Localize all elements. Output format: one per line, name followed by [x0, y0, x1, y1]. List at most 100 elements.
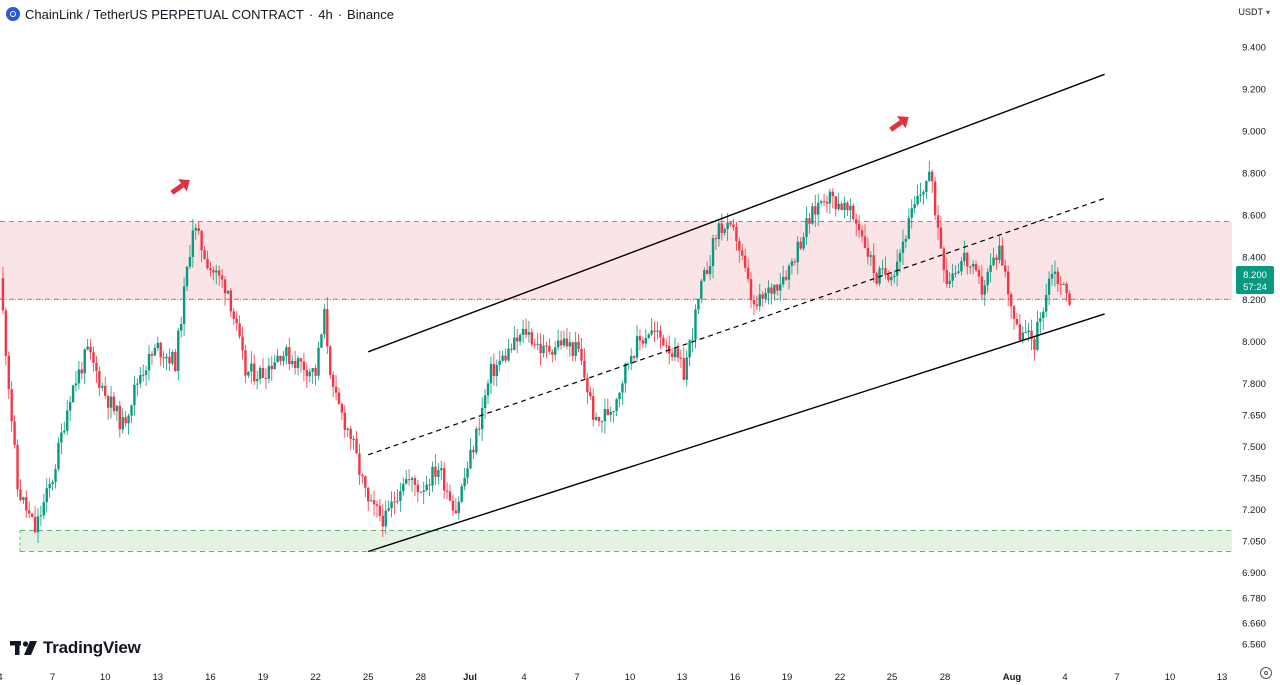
candle-body [527, 332, 531, 335]
candle-body [898, 252, 902, 262]
candle-body [410, 478, 414, 480]
candle-body [746, 267, 750, 279]
exchange-label[interactable]: Binance [347, 6, 395, 22]
candle [957, 263, 960, 275]
currency-selector[interactable]: USDT ▾ [1238, 7, 1270, 17]
candle-body [597, 416, 601, 422]
candle [329, 345, 332, 379]
candle-body [948, 280, 951, 285]
chainlink-logo-icon [6, 7, 20, 21]
candle-body [28, 510, 31, 514]
candle [536, 333, 539, 351]
candle [203, 246, 206, 260]
candle [217, 265, 221, 286]
candle [179, 316, 183, 338]
candle-body [688, 340, 691, 358]
candle-body [890, 276, 893, 281]
candle-body [860, 230, 864, 237]
candle-body [264, 377, 268, 379]
channel-lower-line[interactable] [367, 313, 1105, 553]
channel-upper-line[interactable] [367, 73, 1105, 353]
candle-body [323, 309, 326, 335]
candle-body [963, 252, 966, 262]
candle-body [235, 318, 238, 324]
candle [492, 353, 496, 386]
candle-body [483, 395, 487, 409]
candle-body [133, 384, 136, 406]
candle-body [1024, 332, 1027, 334]
channel-middle-line[interactable] [368, 197, 1105, 456]
candle [220, 268, 224, 289]
candle [39, 505, 43, 527]
candle [527, 320, 531, 343]
candle-body [1030, 330, 1033, 340]
candle [150, 351, 154, 365]
candle [615, 397, 618, 417]
candle-body [83, 349, 86, 374]
tradingview-brand[interactable]: TradingView [10, 637, 141, 659]
candle-body [165, 356, 168, 359]
candle [545, 341, 548, 359]
candle-body [337, 392, 341, 404]
candle [422, 481, 425, 505]
candle-body [1042, 311, 1045, 319]
candle-body [650, 330, 653, 335]
candle-body [200, 230, 203, 251]
candle-body [212, 270, 215, 273]
candle [51, 479, 54, 491]
candle [495, 359, 498, 387]
gear-icon[interactable] [1260, 667, 1272, 679]
interval-label[interactable]: 4h [318, 6, 333, 22]
candle [247, 371, 250, 378]
arrow-down-icon[interactable] [167, 174, 194, 199]
x-tick-label: 13 [153, 672, 164, 683]
candle-body [811, 206, 814, 224]
candle-body [402, 483, 405, 492]
candle [404, 470, 408, 485]
candle-body [314, 368, 317, 376]
candle [425, 475, 428, 492]
candle [808, 212, 811, 234]
candle-body [919, 194, 922, 196]
candle-body [875, 273, 878, 284]
candle [250, 350, 253, 384]
candle [653, 321, 656, 343]
candle [723, 227, 726, 236]
candle-body [559, 340, 563, 346]
candle [48, 478, 51, 498]
candle [796, 236, 799, 275]
candle-body [913, 204, 916, 209]
candle [919, 182, 922, 203]
candle-body [776, 284, 779, 291]
candle-body [799, 241, 802, 249]
candle-body [577, 341, 580, 349]
candle [13, 414, 16, 449]
candle-body [632, 356, 636, 358]
candle-body [825, 201, 829, 204]
candle [209, 261, 212, 277]
candle [299, 358, 303, 373]
candle [580, 337, 583, 366]
candle-body [761, 294, 764, 299]
candle-body [556, 340, 560, 348]
candle [121, 408, 124, 434]
candle-body [957, 271, 960, 273]
support-zone [20, 530, 1232, 552]
candle [852, 203, 855, 222]
candle-body [802, 237, 805, 249]
candle [632, 355, 636, 362]
candle [139, 366, 142, 388]
arrow-down-icon[interactable] [886, 111, 913, 136]
candle [98, 366, 101, 396]
candle-body [486, 383, 490, 396]
candle [1033, 337, 1036, 361]
candle-body [437, 470, 440, 477]
candle-body [618, 392, 621, 400]
candle [364, 475, 367, 498]
symbol-title[interactable]: ChainLink / TetherUS PERPETUAL CONTRACT [25, 6, 304, 22]
candle [212, 266, 215, 281]
candle [758, 283, 761, 312]
candle [577, 334, 580, 353]
candle [513, 326, 516, 351]
